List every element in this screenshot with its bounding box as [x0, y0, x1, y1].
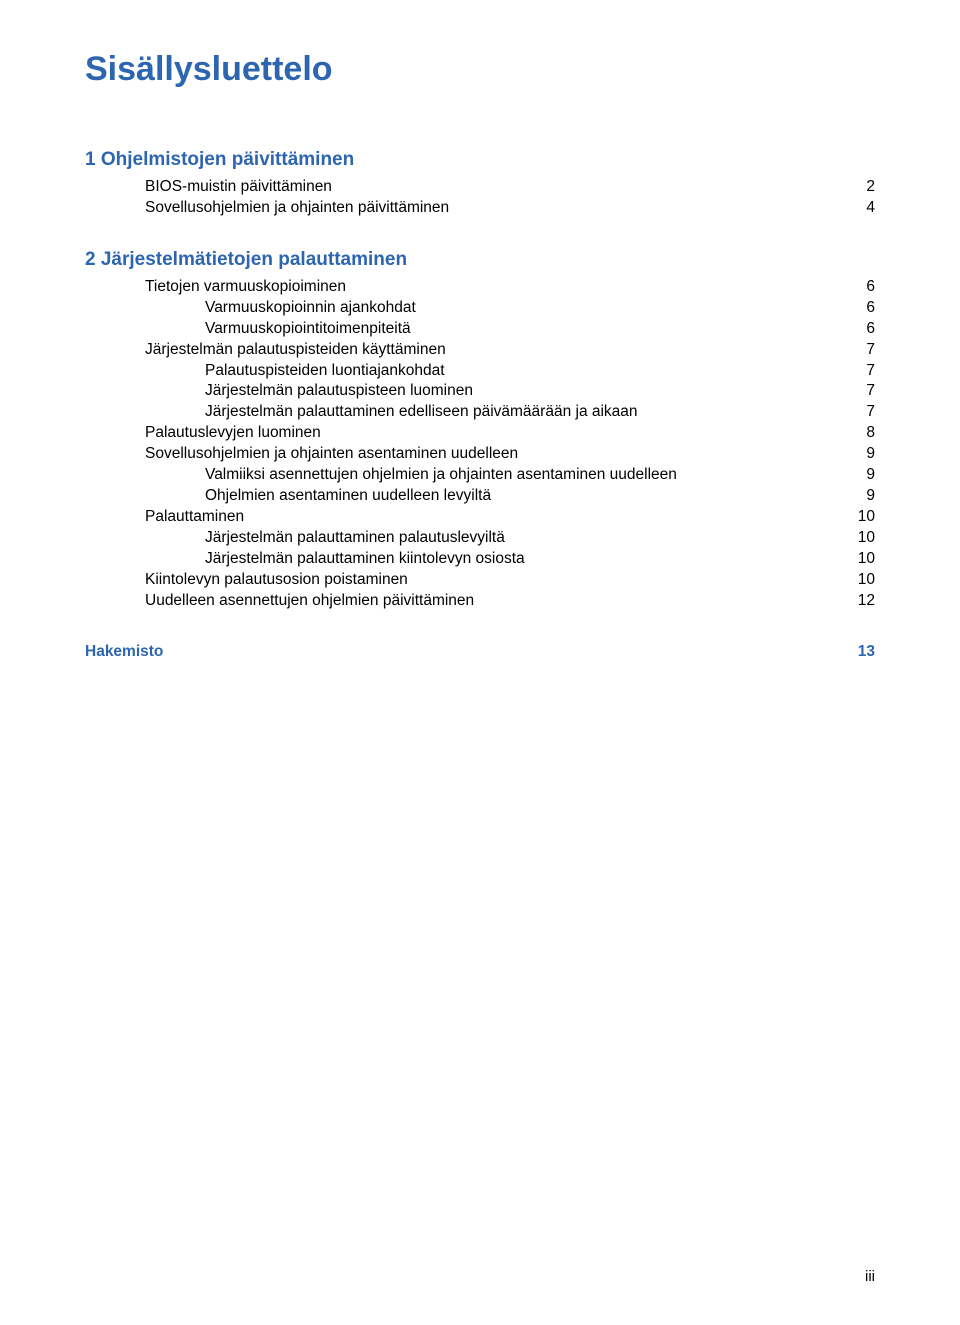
toc-entry: Sovellusohjelmien ja ohjainten asentamin… [85, 444, 875, 465]
toc-entry: Valmiiksi asennettujen ohjelmien ja ohja… [85, 465, 875, 486]
toc-entry-label: Varmuuskopiointitoimenpiteitä [205, 319, 411, 340]
toc-entry-page: 10 [858, 528, 875, 549]
toc-chapters: 1 Ohjelmistojen päivittäminen BIOS-muisti… [85, 149, 875, 612]
toc-entry-label: Ohjelmien asentaminen uudelleen levyiltä [205, 486, 491, 507]
toc-entry-label: Valmiiksi asennettujen ohjelmien ja ohja… [205, 465, 677, 486]
toc-entry: Järjestelmän palautuspisteiden käyttämin… [85, 340, 875, 361]
toc-entry-label: Järjestelmän palautuspisteen luominen [205, 381, 473, 402]
toc-entry-page: 7 [866, 340, 875, 361]
toc-entry-page: 4 [866, 198, 875, 219]
toc-entry: Järjestelmän palauttaminen edelliseen pä… [85, 402, 875, 423]
toc-entry-page: 10 [858, 549, 875, 570]
toc-entry-page: 6 [866, 319, 875, 340]
toc-entry-label: BIOS-muistin päivittäminen [145, 177, 332, 198]
toc-entry-label: Järjestelmän palautuspisteiden käyttämin… [145, 340, 446, 361]
toc-entry: Järjestelmän palautuspisteen luominen 7 [85, 381, 875, 402]
toc-entry: Palautuspisteiden luontiajankohdat 7 [85, 361, 875, 382]
toc-entry: Uudelleen asennettujen ohjelmien päivitt… [85, 591, 875, 612]
toc-entry-page: 6 [866, 298, 875, 319]
toc-entry-page: 9 [866, 444, 875, 465]
toc-entry-page: 9 [866, 465, 875, 486]
chapter-heading: 1 Ohjelmistojen päivittäminen [85, 149, 875, 171]
toc-entry-label: Palautuslevyjen luominen [145, 423, 321, 444]
toc-entry-label: Palautuspisteiden luontiajankohdat [205, 361, 445, 382]
toc-entry-page: 2 [866, 177, 875, 198]
chapter-block: 1 Ohjelmistojen päivittäminen BIOS-muisti… [85, 149, 875, 219]
doc-title: Sisällysluettelo [85, 50, 875, 89]
toc-entry-label: Palauttaminen [145, 507, 244, 528]
toc-entry-page: 10 [858, 507, 875, 528]
toc-entry-page: 7 [866, 381, 875, 402]
toc-entry: Ohjelmien asentaminen uudelleen levyiltä… [85, 486, 875, 507]
chapter-block: 2 Järjestelmätietojen palauttaminen Tieto… [85, 249, 875, 612]
index-block: Hakemisto 13 [85, 642, 875, 663]
toc-entry: Palauttaminen 10 [85, 507, 875, 528]
toc-entry-label: Sovellusohjelmien ja ohjainten päivittäm… [145, 198, 449, 219]
toc-entry-page: 7 [866, 402, 875, 423]
toc-entry: Varmuuskopiointitoimenpiteitä 6 [85, 319, 875, 340]
toc-entry-label: Järjestelmän palauttaminen palautuslevyi… [205, 528, 505, 549]
toc-entry-page: 6 [866, 277, 875, 298]
toc-entry: Järjestelmän palauttaminen kiintolevyn o… [85, 549, 875, 570]
toc-entry: Kiintolevyn palautusosion poistaminen 10 [85, 570, 875, 591]
toc-entry-label: Sovellusohjelmien ja ohjainten asentamin… [145, 444, 518, 465]
toc-entry: Varmuuskopioinnin ajankohdat 6 [85, 298, 875, 319]
index-page: 13 [858, 642, 875, 663]
toc-entry-label: Järjestelmän palauttaminen edelliseen pä… [205, 402, 638, 423]
index-label: Hakemisto [85, 642, 163, 663]
toc-entry-page: 10 [858, 570, 875, 591]
toc-entry-page: 7 [866, 361, 875, 382]
toc-entry-label: Tietojen varmuuskopioiminen [145, 277, 346, 298]
toc-entry: Järjestelmän palauttaminen palautuslevyi… [85, 528, 875, 549]
toc-entry-label: Uudelleen asennettujen ohjelmien päivitt… [145, 591, 474, 612]
chapter-heading: 2 Järjestelmätietojen palauttaminen [85, 249, 875, 271]
toc-entry: BIOS-muistin päivittäminen 2 [85, 177, 875, 198]
toc-entry-label: Järjestelmän palauttaminen kiintolevyn o… [205, 549, 525, 570]
toc-entry-label: Kiintolevyn palautusosion poistaminen [145, 570, 408, 591]
toc-entry-label: Varmuuskopioinnin ajankohdat [205, 298, 416, 319]
toc-entry: Sovellusohjelmien ja ohjainten päivittäm… [85, 198, 875, 219]
toc-entry: Palautuslevyjen luominen 8 [85, 423, 875, 444]
toc-entry-page: 12 [858, 591, 875, 612]
toc-entry-page: 9 [866, 486, 875, 507]
toc-entry-page: 8 [866, 423, 875, 444]
page-footer: iii [865, 1268, 875, 1285]
toc-entry: Tietojen varmuuskopioiminen 6 [85, 277, 875, 298]
